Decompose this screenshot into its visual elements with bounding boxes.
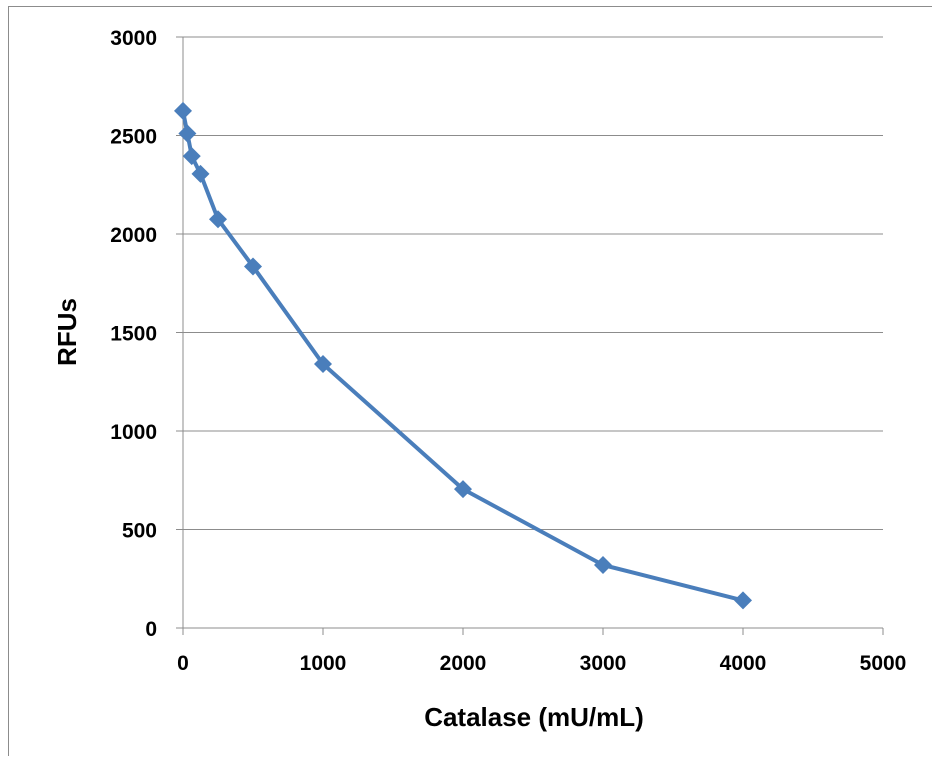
y-tick-label: 2500 (110, 126, 157, 149)
y-tick-label: 1000 (110, 421, 157, 444)
axes (176, 36, 884, 635)
data-point (734, 591, 752, 610)
data-point (209, 210, 227, 229)
y-axis-title: RFUs (52, 298, 82, 366)
data-point (314, 355, 332, 374)
y-tick-label: 0 (145, 618, 157, 641)
x-tick-label: 3000 (580, 652, 627, 675)
x-tick-label: 0 (177, 652, 189, 675)
gridlines (183, 36, 883, 530)
data-point (191, 164, 210, 183)
data-point (178, 124, 197, 143)
series-line (181, 110, 744, 603)
data-point (454, 480, 472, 499)
x-tick-label: 4000 (720, 652, 767, 675)
data-point (182, 147, 201, 166)
x-axis-title: Catalase (mU/mL) (424, 702, 644, 732)
data-point (174, 101, 192, 120)
y-tick-label: 2000 (110, 224, 157, 247)
chart-frame (8, 6, 932, 756)
data-point (594, 555, 612, 574)
x-tick-label: 2000 (440, 652, 487, 675)
data-point (244, 257, 262, 276)
y-tick-label: 500 (122, 520, 157, 543)
x-tick-label: 1000 (300, 652, 347, 675)
y-tick-label: 3000 (110, 27, 157, 50)
x-tick-label: 5000 (860, 652, 907, 675)
y-tick-label: 1500 (110, 323, 157, 346)
y-axis-tick-labels: 0 500 1000 1500 2000 2500 3000 (110, 27, 157, 641)
x-axis-tick-labels: 0 1000 2000 3000 4000 5000 (177, 652, 906, 675)
data-series (174, 101, 752, 610)
